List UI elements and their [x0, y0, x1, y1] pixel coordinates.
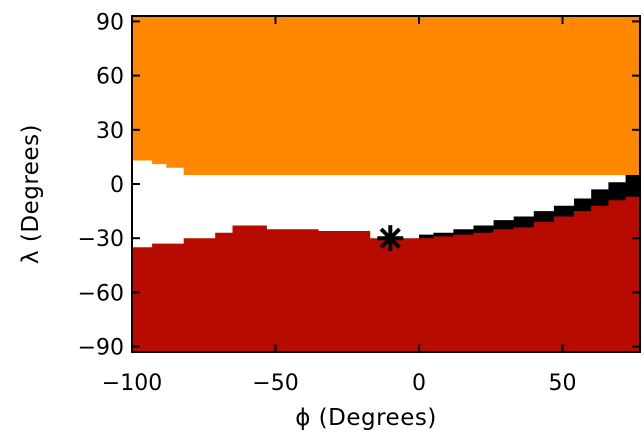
regions-layer	[132, 16, 640, 352]
y-tick-label: 60	[96, 65, 124, 90]
region-red	[132, 196, 640, 352]
marker-layer	[377, 225, 404, 252]
asterisk-stroke	[379, 227, 401, 249]
x-tick-label: −100	[102, 371, 162, 396]
ticks-layer: −100 −50 0 50 90 60 30 0 −30 −60 −90	[78, 10, 640, 396]
x-axis-label: ϕ (Degrees)	[295, 405, 437, 431]
y-tick-label: 30	[96, 119, 124, 144]
x-tick-label: 0	[412, 371, 426, 396]
y-axis-label: λ (Degrees)	[18, 124, 44, 264]
region-orange	[132, 16, 640, 175]
x-tick-label: 50	[549, 371, 577, 396]
y-tick-label: −30	[78, 227, 124, 252]
asterisk-marker	[377, 225, 404, 252]
region-white	[132, 160, 371, 242]
y-tick-label: 90	[96, 10, 124, 35]
y-tick-label: −60	[78, 281, 124, 306]
y-tick-label: 0	[110, 173, 124, 198]
x-tick-label: −50	[252, 371, 298, 396]
y-tick-label: −90	[78, 336, 124, 361]
